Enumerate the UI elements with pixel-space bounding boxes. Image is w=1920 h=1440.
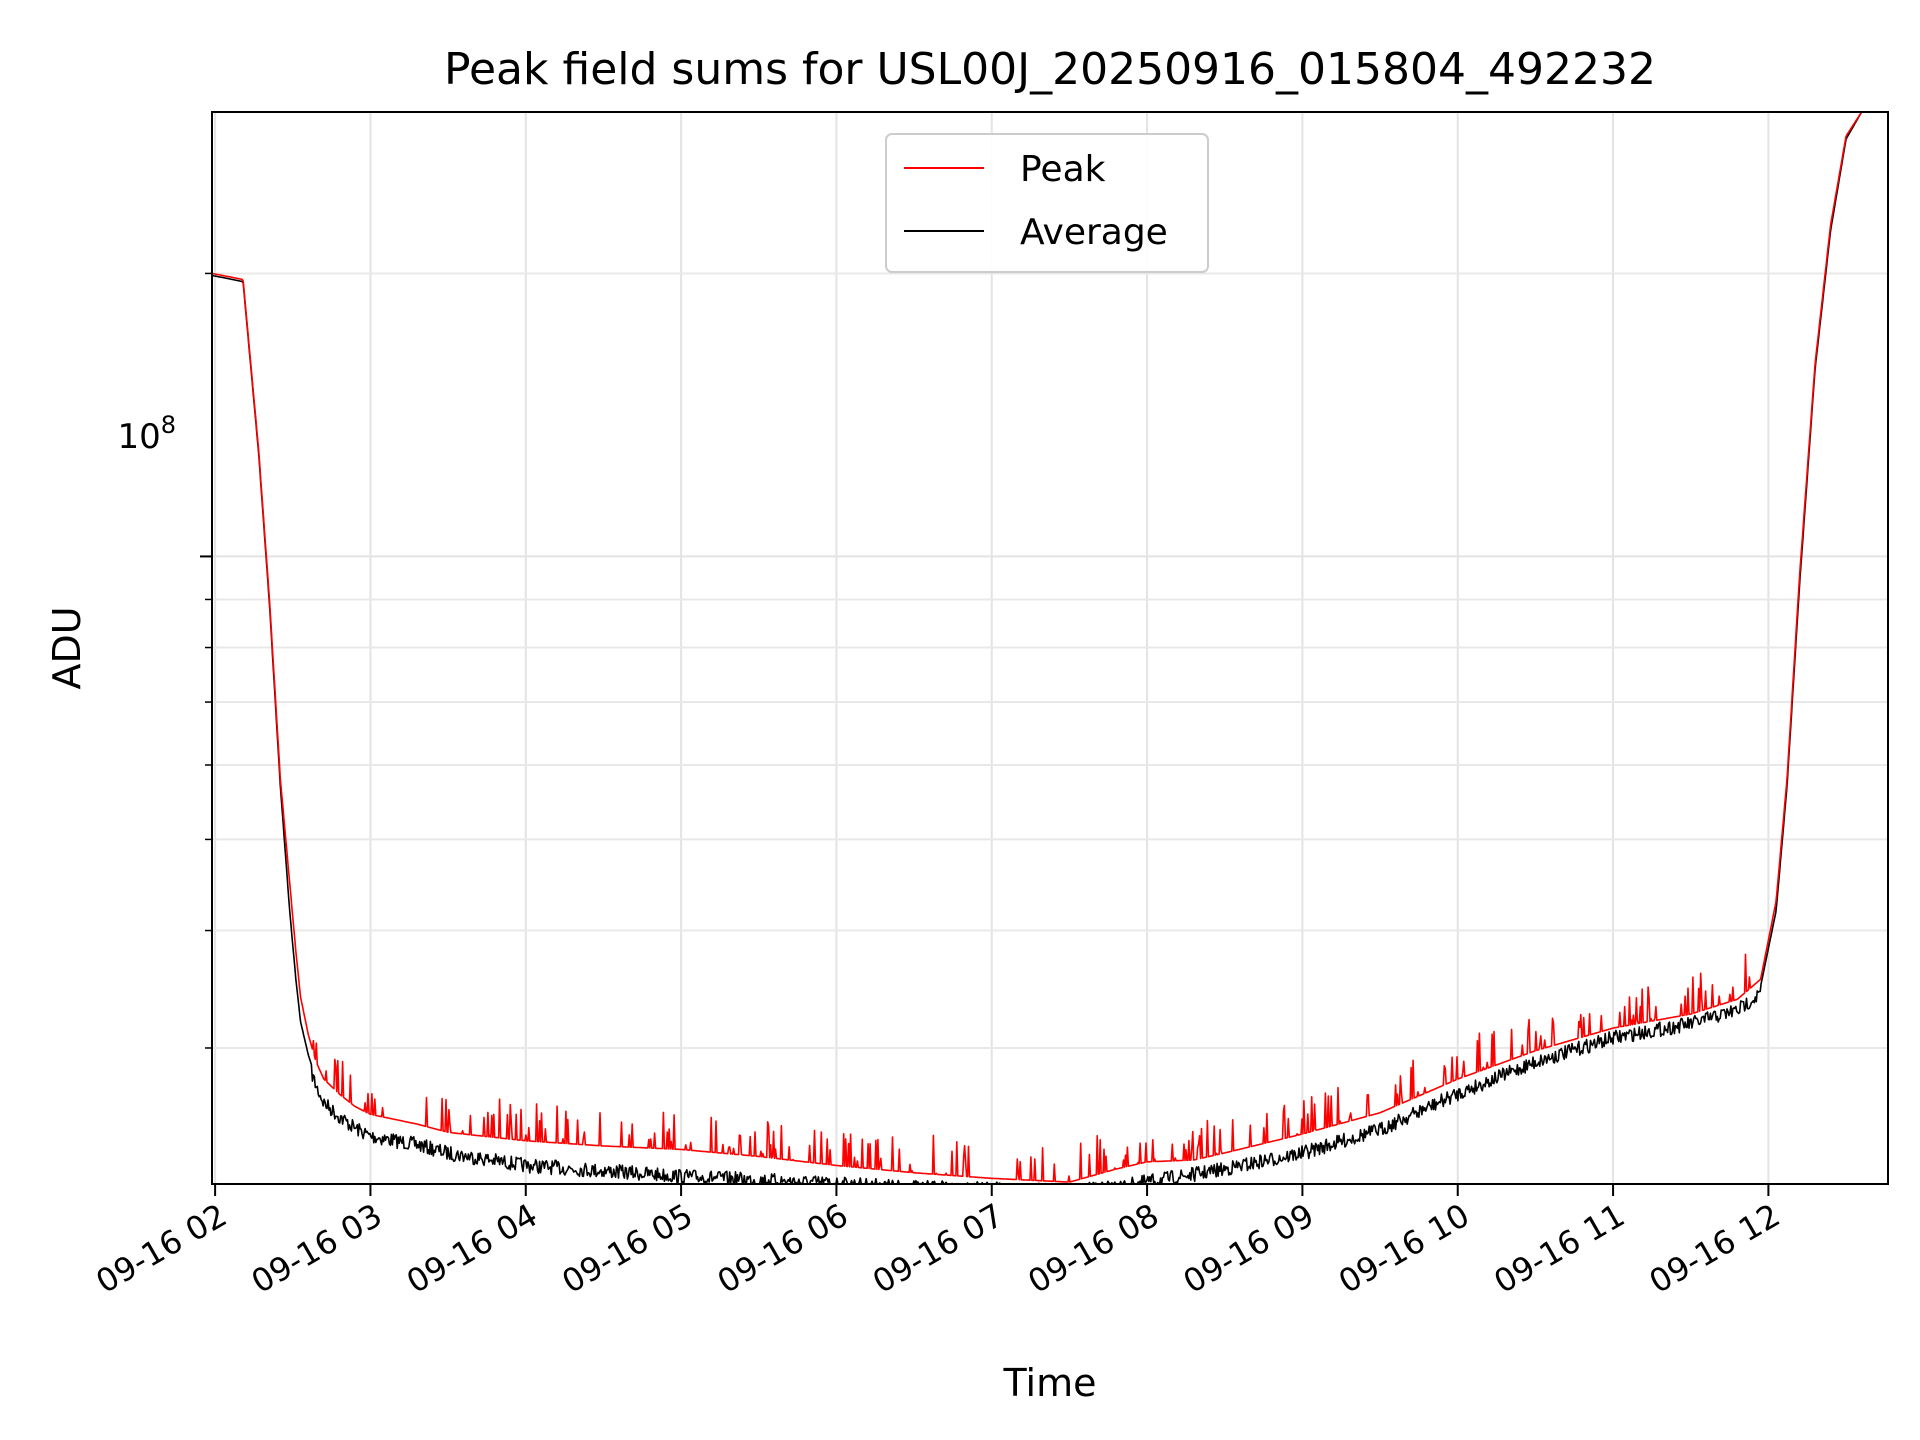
- legend-label-average: Average: [1020, 212, 1168, 253]
- x-tick-label: 09-16 06: [711, 1196, 855, 1301]
- y-axis-ticks: [200, 272, 212, 1049]
- x-tick-label: 09-16 08: [1021, 1196, 1165, 1301]
- x-tick-label: 09-16 10: [1332, 1196, 1476, 1301]
- x-tick-label: 09-16 03: [245, 1196, 389, 1301]
- x-tick-label: 09-16 02: [90, 1196, 234, 1301]
- series-line-peak: [211, 111, 1870, 1183]
- chart-title: Peak field sums for USL00J_20250916_0158…: [444, 44, 1656, 95]
- x-axis-label: Time: [1003, 1361, 1097, 1405]
- grid-lines: [212, 112, 1888, 1184]
- x-tick-label: 09-16 04: [400, 1196, 544, 1301]
- x-tick-label: 09-16 11: [1487, 1196, 1631, 1301]
- y-tick-label-1e8: 108: [117, 411, 176, 457]
- legend: Peak Average: [885, 133, 1209, 273]
- x-tick-label: 09-16 07: [866, 1196, 1010, 1301]
- x-axis-ticks: 09-16 02 09-16 03 09-16 04 09-16 05 09-16 06…: [90, 1184, 1787, 1301]
- x-tick-label: 09-16 12: [1643, 1196, 1787, 1301]
- x-tick-label: 09-16 09: [1177, 1196, 1321, 1301]
- legend-label-peak: Peak: [1020, 149, 1106, 190]
- x-tick-label: 09-16 05: [555, 1196, 699, 1301]
- y-axis-label: ADU: [45, 606, 89, 689]
